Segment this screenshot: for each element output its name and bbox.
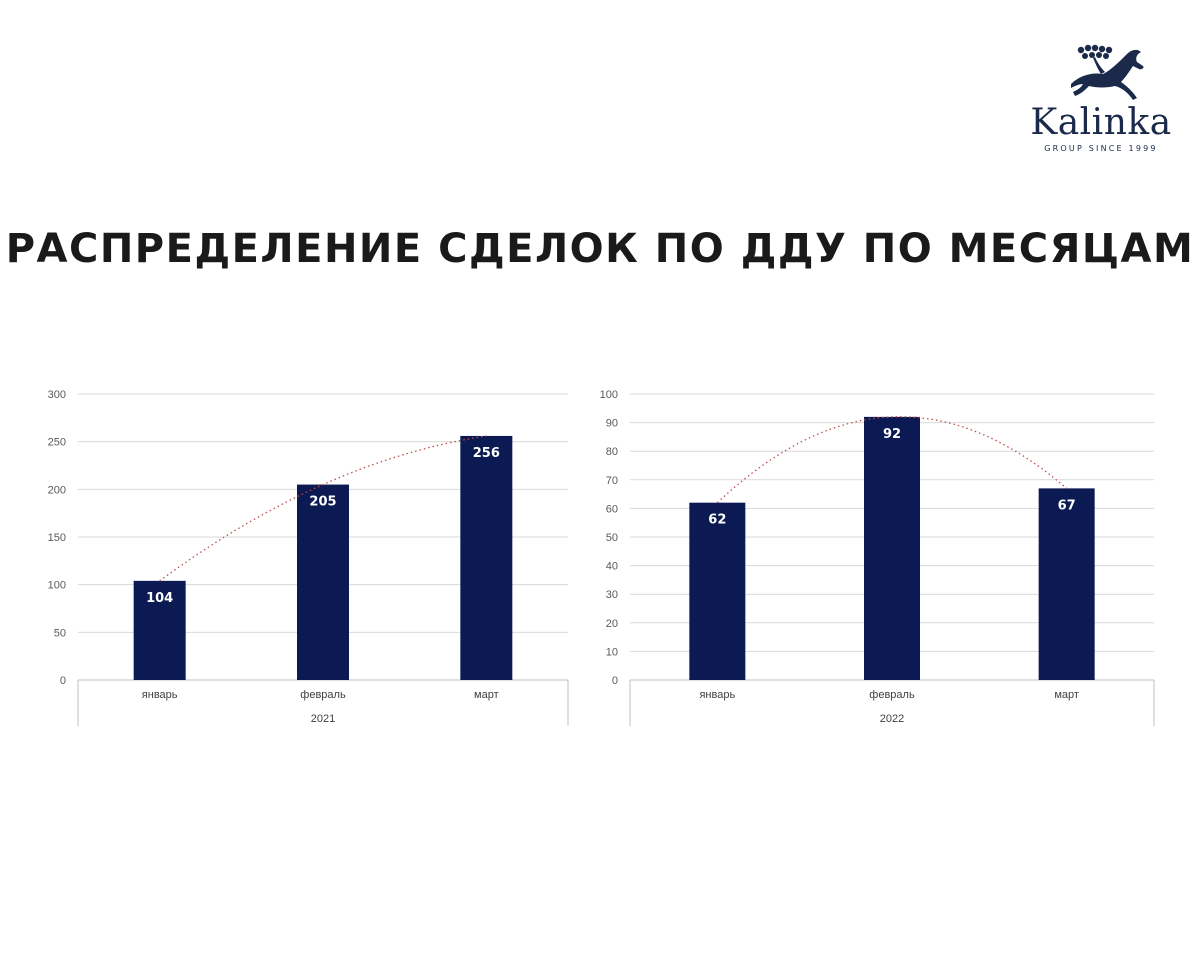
y-tick-label: 100 <box>48 580 66 592</box>
bar-2021-0 <box>133 580 186 680</box>
bar-2022-1 <box>864 416 920 680</box>
y-tick-label: 90 <box>606 418 618 430</box>
category-label: январь <box>699 689 735 701</box>
page-title: РАСПРЕДЕЛЕНИЕ СДЕЛОК ПО ДДУ ПО МЕСЯЦАМ <box>5 226 1195 272</box>
y-tick-label: 200 <box>48 484 66 496</box>
category-label: март <box>474 689 499 701</box>
y-tick-label: 80 <box>606 446 618 458</box>
y-tick-label: 250 <box>48 437 66 449</box>
data-label: 256 <box>473 446 500 461</box>
bar-2021-1 <box>297 484 349 680</box>
y-tick-label: 150 <box>48 532 66 544</box>
category-label: январь <box>142 689 178 701</box>
data-label: 205 <box>309 495 336 510</box>
y-tick-label: 60 <box>606 503 618 515</box>
category-label: февраль <box>869 689 915 701</box>
chart-2021: 0 50 100 150 200 250 300 104 январь 205 февраль 256… <box>48 389 569 726</box>
category-label: февраль <box>300 689 346 701</box>
data-label: 92 <box>883 427 901 442</box>
logo-tagline: GROUP SINCE 1999 <box>1044 144 1158 153</box>
y-tick-label: 0 <box>612 675 618 687</box>
y-tick-label: 0 <box>60 675 66 687</box>
y-tick-label: 50 <box>54 627 66 639</box>
trendline <box>159 435 487 582</box>
trendline <box>716 416 1068 504</box>
data-label: 104 <box>146 591 173 606</box>
category-label: март <box>1054 689 1079 701</box>
logo-brand-name: Kalinka <box>1030 102 1172 143</box>
bar-2022-2 <box>1038 488 1095 680</box>
horse-berries-logo-icon <box>1071 44 1144 100</box>
y-tick-label: 10 <box>606 646 618 658</box>
y-tick-label: 20 <box>606 618 618 630</box>
data-label: 67 <box>1058 498 1076 513</box>
bar-2021-2 <box>460 435 513 680</box>
bar-2022-0 <box>689 502 746 680</box>
chart-2022: 0 10 20 30 40 50 60 70 80 90 100 62 январь 92 февраль 6… <box>600 389 1155 726</box>
y-tick-label: 100 <box>600 389 618 401</box>
kalinka-logo: Kalinka GROUP SINCE 1999 <box>1026 40 1176 160</box>
group-label: 2021 <box>311 713 335 725</box>
y-tick-label: 40 <box>606 561 618 573</box>
group-label: 2022 <box>880 713 904 725</box>
y-tick-label: 50 <box>606 532 618 544</box>
data-label: 62 <box>708 513 726 528</box>
y-tick-label: 30 <box>606 589 618 601</box>
y-tick-label: 300 <box>48 389 66 401</box>
y-tick-label: 70 <box>606 475 618 487</box>
